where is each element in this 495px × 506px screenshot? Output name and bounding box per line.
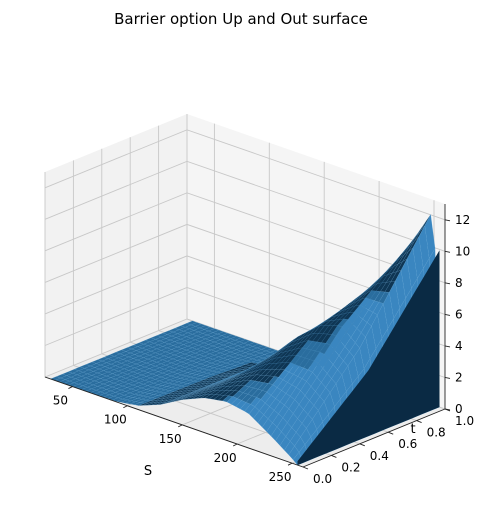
y-tick-mark [331, 455, 336, 457]
x-tick-mark [123, 406, 127, 408]
z-tick-mark [445, 314, 450, 315]
z-tick-label: 4 [455, 339, 463, 353]
z-tick-mark [445, 346, 450, 347]
y-tick-mark [360, 444, 365, 446]
y-axis-label: t [410, 422, 415, 437]
z-tick-label: 12 [455, 213, 470, 227]
x-tick-mark [178, 425, 182, 427]
y-tick-label: 0.8 [427, 426, 446, 440]
x-tick-mark [233, 444, 237, 446]
y-tick-label: 0.4 [370, 449, 389, 463]
y-tick-label: 0.2 [341, 460, 360, 474]
z-tick-mark [445, 409, 450, 410]
z-tick-mark [445, 251, 450, 252]
x-tick-label: 200 [214, 451, 237, 465]
z-tick-mark [445, 377, 450, 378]
x-axis-label: S [144, 464, 152, 479]
y-tick-mark [388, 432, 393, 434]
x-tick-label: 250 [269, 470, 292, 484]
y-tick-label: 0.0 [313, 472, 332, 486]
z-tick-label: 2 [455, 370, 463, 384]
z-tick-label: 0 [455, 402, 463, 416]
chart-title: Barrier option Up and Out surface [114, 10, 368, 28]
y-tick-label: 1.0 [455, 414, 474, 428]
z-tick-mark [445, 220, 450, 221]
x-tick-mark [288, 463, 292, 465]
x-tick-label: 50 [53, 394, 68, 408]
y-tick-label: 0.6 [398, 437, 417, 451]
y-tick-mark [417, 421, 422, 423]
y-tick-mark [303, 467, 308, 469]
z-tick-label: 6 [455, 307, 463, 321]
z-tick-label: 10 [455, 244, 470, 258]
x-tick-mark [68, 387, 72, 389]
x-tick-label: 100 [104, 413, 127, 427]
z-tick-label: 8 [455, 276, 463, 290]
z-tick-mark [445, 283, 450, 284]
x-tick-label: 150 [159, 432, 182, 446]
